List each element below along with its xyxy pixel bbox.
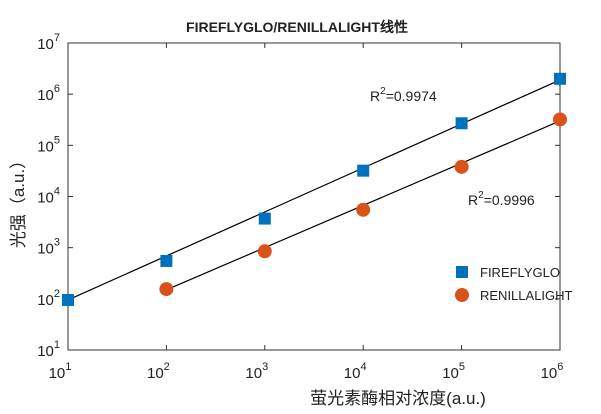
x-tick-label-power: 3 bbox=[262, 361, 268, 373]
point bbox=[455, 117, 468, 130]
legend-label: FIREFLYGLO bbox=[480, 265, 560, 280]
point bbox=[553, 112, 567, 127]
y-tick-label-power: 5 bbox=[54, 134, 60, 146]
y-tick-label-power: 6 bbox=[54, 83, 60, 95]
annotation-text: R bbox=[468, 192, 478, 208]
y-tick-label-base: 10 bbox=[37, 241, 54, 258]
fit-line bbox=[67, 79, 561, 301]
chart-title: FIREFLYGLO/RENILLALIGHT线性 bbox=[186, 19, 408, 35]
x-tick-label: 103 bbox=[245, 361, 268, 382]
y-tick-label: 104 bbox=[37, 186, 60, 207]
y-tick-label-base: 10 bbox=[37, 190, 54, 207]
annotation-text: R bbox=[370, 88, 380, 104]
point bbox=[159, 282, 174, 297]
legend-marker bbox=[455, 288, 469, 302]
y-tick-label: 107 bbox=[37, 32, 60, 53]
x-tick-label: 106 bbox=[541, 361, 564, 382]
annotation-power: 2 bbox=[380, 86, 386, 97]
y-tick-label: 102 bbox=[37, 288, 60, 309]
point bbox=[62, 293, 74, 306]
y-tick-label: 105 bbox=[37, 134, 60, 155]
y-tick-label-base: 10 bbox=[37, 87, 54, 104]
x-tick-label: 105 bbox=[442, 361, 465, 382]
x-tick-label-power: 2 bbox=[164, 361, 170, 373]
legend-label: RENILLALIGHT bbox=[480, 288, 573, 303]
x-axis-label: 萤光素酶相对浓度(a.u.) bbox=[310, 389, 486, 408]
x-tick-label-base: 10 bbox=[541, 365, 558, 382]
y-tick-label-power: 7 bbox=[54, 32, 60, 44]
point bbox=[356, 202, 371, 217]
x-tick-label-power: 6 bbox=[557, 361, 563, 373]
y-tick-label: 101 bbox=[37, 339, 60, 360]
x-tick-label-base: 10 bbox=[245, 365, 262, 382]
x-tick-label-base: 10 bbox=[344, 365, 361, 382]
legend-marker bbox=[456, 266, 468, 278]
point bbox=[554, 72, 566, 85]
y-tick-label-base: 10 bbox=[37, 292, 54, 309]
annotation: R2=0.9974 bbox=[370, 86, 437, 104]
y-tick-label: 106 bbox=[37, 83, 60, 104]
annotation: R2=0.9996 bbox=[468, 190, 535, 208]
x-tick-label: 102 bbox=[147, 361, 170, 382]
y-tick-label-base: 10 bbox=[37, 36, 54, 53]
y-tick-label-power: 3 bbox=[54, 237, 60, 249]
y-tick-label-base: 10 bbox=[37, 138, 54, 155]
x-tick-label-base: 10 bbox=[49, 365, 66, 382]
x-tick-label-power: 5 bbox=[459, 361, 465, 373]
y-axis-label: 光强（a.u.） bbox=[9, 152, 28, 248]
point bbox=[357, 164, 370, 177]
point bbox=[160, 254, 173, 267]
annotation-rest: =0.9996 bbox=[484, 192, 535, 208]
x-tick-label-base: 10 bbox=[442, 365, 459, 382]
x-tick-label: 104 bbox=[344, 361, 367, 382]
y-tick-label-power: 2 bbox=[54, 288, 60, 300]
x-tick-label-power: 1 bbox=[65, 361, 71, 373]
point bbox=[454, 159, 469, 174]
y-tick-label-base: 10 bbox=[37, 343, 54, 360]
point bbox=[257, 244, 272, 259]
x-tick-label: 101 bbox=[49, 361, 72, 382]
x-tick-label-power: 4 bbox=[360, 361, 366, 373]
annotation-rest: =0.9974 bbox=[386, 88, 437, 104]
y-tick-label-power: 4 bbox=[54, 186, 60, 198]
x-tick-label-base: 10 bbox=[147, 365, 164, 382]
y-tick-label-power: 1 bbox=[54, 339, 60, 351]
y-tick-label: 103 bbox=[37, 237, 60, 258]
annotation-power: 2 bbox=[478, 190, 484, 201]
point bbox=[258, 212, 271, 225]
